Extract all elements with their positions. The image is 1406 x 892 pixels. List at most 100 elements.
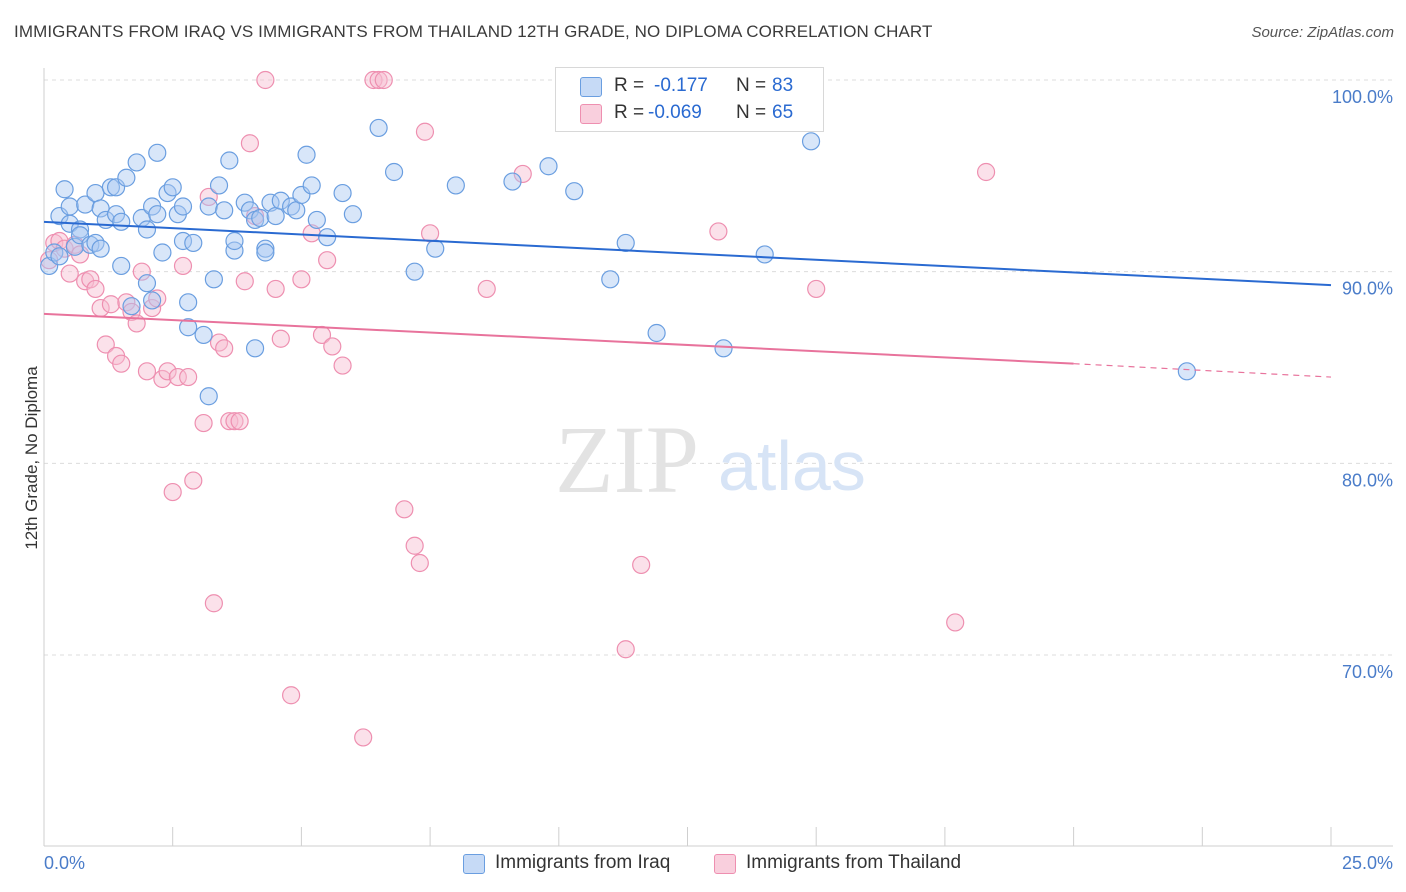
iraq-point xyxy=(50,247,69,266)
thailand-legend-swatch xyxy=(714,854,736,874)
iraq-point xyxy=(539,157,558,176)
iraq-point xyxy=(446,176,465,195)
source-label: Source: ZipAtlas.com xyxy=(1251,24,1394,41)
legend-row-iraq: R = -0.177 N = 83 xyxy=(556,73,823,101)
y-tick-label: 100.0% xyxy=(1332,87,1393,107)
thailand-point xyxy=(168,367,187,387)
thailand-point xyxy=(513,164,532,184)
watermark-atlas: atlas xyxy=(718,427,866,505)
thailand-point xyxy=(282,686,301,705)
iraq-point xyxy=(143,291,162,310)
thailand-point xyxy=(101,295,121,314)
iraq-point xyxy=(616,233,635,253)
thailand-point xyxy=(179,367,198,387)
iraq-point xyxy=(173,197,193,216)
iraq-point xyxy=(271,191,290,210)
iraq-point xyxy=(287,201,306,220)
iraq-point xyxy=(714,339,733,358)
iraq-point xyxy=(184,233,203,253)
tick-labels: 70.0% 80.0% 90.0% 100.0% 0.0% 25.0% xyxy=(44,87,1393,873)
thailand-point xyxy=(112,354,131,373)
thailand-point xyxy=(220,412,239,431)
iraq-point xyxy=(194,325,213,345)
iraq-point xyxy=(251,208,270,228)
iraq-point xyxy=(70,220,90,239)
iraq-point xyxy=(148,143,167,162)
iraq-point xyxy=(199,387,218,406)
legend-r-label: R = xyxy=(614,102,645,123)
thailand-point xyxy=(230,412,249,431)
thailand-point xyxy=(374,70,393,90)
thailand-point xyxy=(415,122,435,141)
iraq-point xyxy=(302,176,321,195)
chart-title: IMMIGRANTS FROM IRAQ VS IMMIGRANTS FROM … xyxy=(14,22,933,41)
thailand-point xyxy=(163,482,182,502)
thailand-point xyxy=(122,302,141,322)
thailand-point xyxy=(292,270,311,289)
iraq-point xyxy=(220,151,239,170)
iraq-point xyxy=(122,297,141,316)
axes xyxy=(43,68,1393,847)
iraq-point xyxy=(256,243,275,262)
thailand-point xyxy=(333,356,352,375)
thailand-n-value: 65 xyxy=(772,102,794,123)
iraq-legend-label: Immigrants from Iraq xyxy=(495,852,671,873)
y-tick-label: 80.0% xyxy=(1342,470,1393,490)
iraq-point xyxy=(148,205,167,224)
thailand-point xyxy=(137,362,157,381)
iraq-point xyxy=(801,132,821,151)
thailand-point xyxy=(318,251,337,270)
x-tick-label: 25.0% xyxy=(1342,853,1393,873)
iraq-point xyxy=(127,153,146,172)
thailand-point xyxy=(976,162,996,182)
thailand-swatch xyxy=(580,104,602,124)
iraq-point xyxy=(179,293,198,312)
iraq-point xyxy=(755,245,774,264)
iraq-point xyxy=(333,183,352,203)
thailand-point xyxy=(709,222,728,241)
thailand-point xyxy=(354,728,373,747)
iraq-point xyxy=(65,237,84,256)
iraq-point xyxy=(369,118,388,138)
thailand-point xyxy=(60,264,79,283)
iraq-point xyxy=(503,172,522,191)
iraq-point xyxy=(60,197,79,216)
thailand-point xyxy=(632,555,651,575)
iraq-point xyxy=(137,220,157,239)
thailand-trend-extension xyxy=(1073,363,1332,378)
thailand-point xyxy=(323,337,342,356)
thailand-point xyxy=(225,412,244,431)
iraq-point xyxy=(158,183,177,203)
iraq-point xyxy=(601,270,620,289)
thailand-point xyxy=(215,339,234,358)
trend-lines xyxy=(43,220,1332,378)
thailand-point xyxy=(410,553,429,573)
iraq-point xyxy=(266,206,285,226)
thailand-point xyxy=(807,279,826,299)
iraq-point xyxy=(256,239,275,258)
thailand-point xyxy=(204,594,223,613)
thailand-point xyxy=(369,70,388,90)
iraq-point xyxy=(153,243,172,262)
thailand-point xyxy=(199,187,218,207)
iraq-point xyxy=(204,270,223,289)
iraq-point xyxy=(384,162,404,182)
thailand-point xyxy=(395,500,414,519)
thailand-point xyxy=(256,70,275,90)
thailand-point xyxy=(86,279,105,299)
thailand-point xyxy=(81,270,100,289)
iraq-point xyxy=(225,231,244,251)
legend-r-label: R = xyxy=(614,75,645,96)
iraq-point xyxy=(117,168,136,187)
iraq-points xyxy=(40,118,1196,406)
iraq-point xyxy=(55,180,74,199)
iraq-point xyxy=(112,212,131,231)
thailand-point xyxy=(271,329,290,348)
iraq-point xyxy=(405,262,424,281)
iraq-point xyxy=(209,176,229,195)
iraq-point xyxy=(163,178,182,197)
thailand-point xyxy=(364,70,383,90)
thailand-point xyxy=(235,272,254,291)
iraq-point xyxy=(101,178,121,197)
thailand-point xyxy=(477,279,496,299)
